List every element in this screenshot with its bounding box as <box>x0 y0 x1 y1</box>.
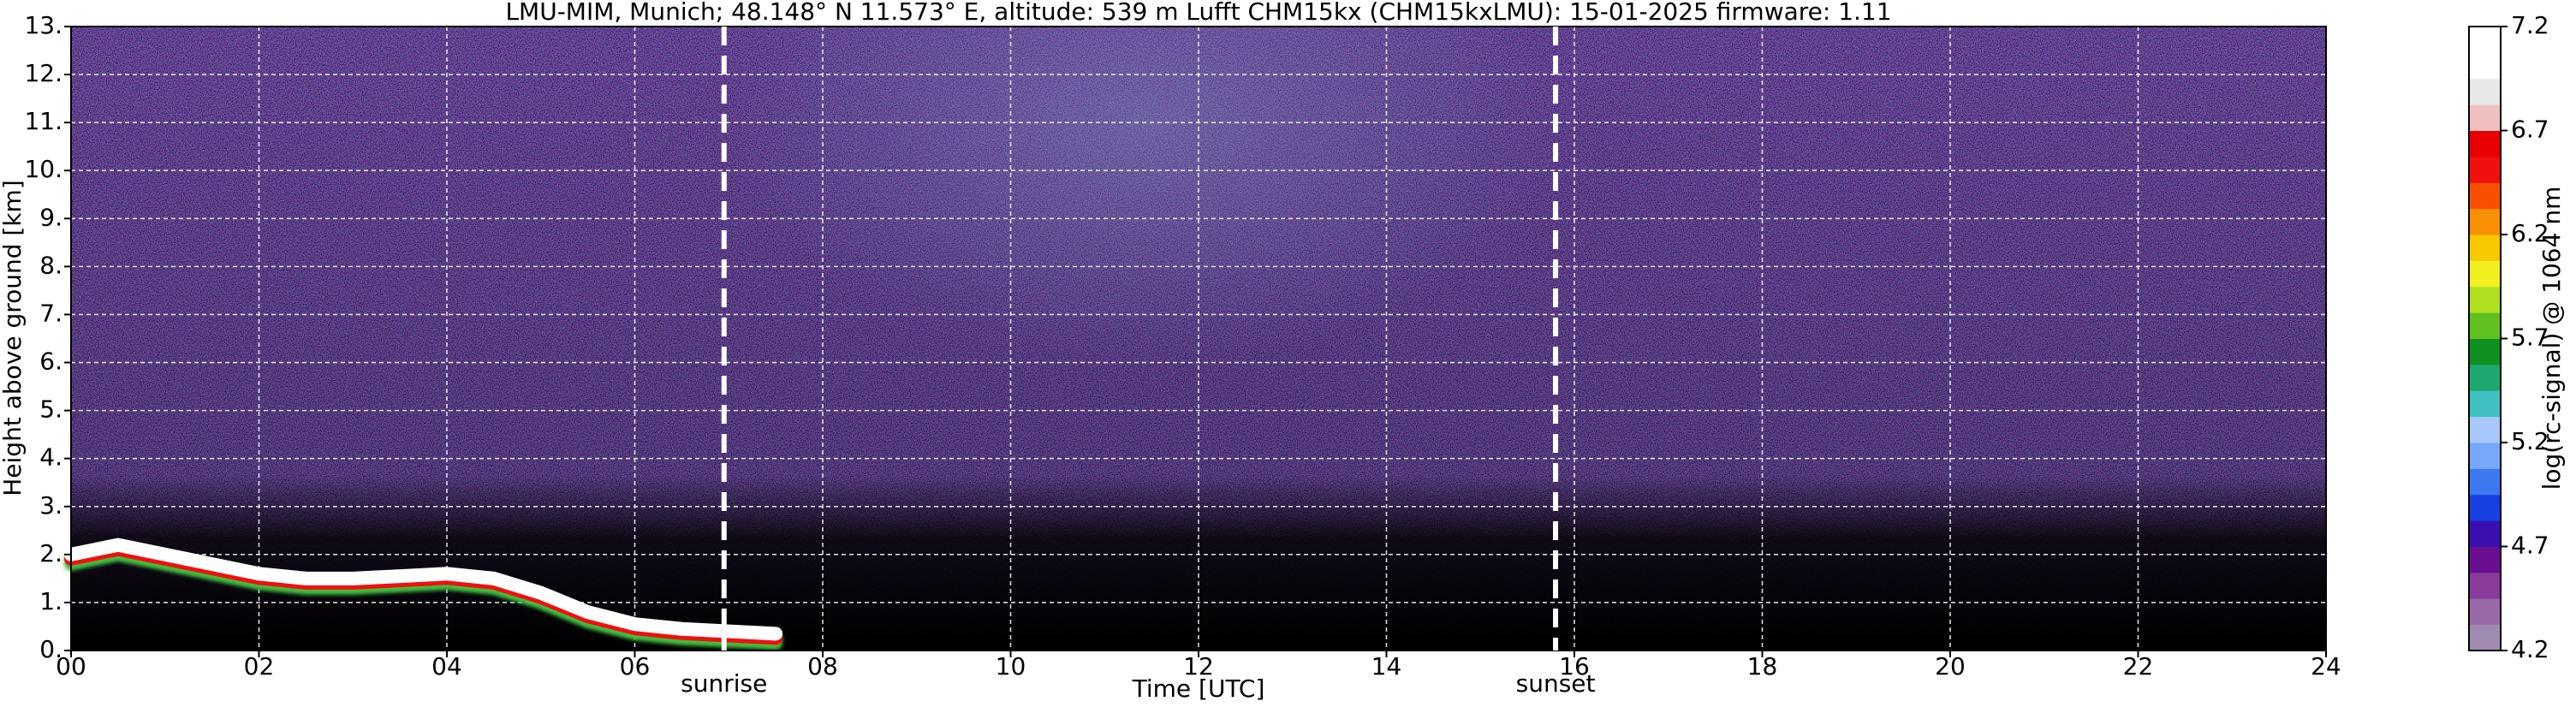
colorbar-segment <box>2469 390 2501 418</box>
colorbar-tick-label: 5.2 <box>2511 427 2549 455</box>
colorbar-segment <box>2469 624 2501 651</box>
y-tick-label: 10. <box>24 155 62 183</box>
x-tick-label: 20 <box>1935 652 1966 680</box>
colorbar-segment <box>2469 416 2501 443</box>
colorbar-segment <box>2469 338 2501 365</box>
x-tick-label: 22 <box>2123 652 2154 680</box>
colorbar-segment <box>2469 468 2501 496</box>
colorbar-segment <box>2469 598 2501 626</box>
colorbar-tick-label: 6.2 <box>2511 219 2549 247</box>
colorbar-segment <box>2469 235 2501 261</box>
x-tick-label: 02 <box>244 652 275 680</box>
x-tick-label: 08 <box>807 652 838 680</box>
colorbar-segment <box>2469 364 2501 391</box>
y-tick-label: 4. <box>39 443 62 472</box>
colorbar-segment <box>2469 52 2501 80</box>
x-axis-label: Time [UTC] <box>1132 674 1265 703</box>
x-tick-label: 00 <box>56 652 86 680</box>
colorbar-segment <box>2469 78 2501 105</box>
colorbar-segment <box>2469 130 2501 157</box>
colorbar-segment <box>2469 156 2501 183</box>
colorbar-segment <box>2469 27 2501 53</box>
colorbar-segment <box>2469 520 2501 547</box>
y-tick-label: 0. <box>39 635 62 663</box>
colorbar-segment <box>2469 260 2501 288</box>
y-tick-label: 6. <box>39 348 62 376</box>
colorbar-segment <box>2469 182 2501 210</box>
chart-title: LMU-MIM, Munich; 48.148° N 11.573° E, al… <box>505 0 1891 26</box>
y-tick-label: 7. <box>39 299 62 327</box>
colorbar-segment <box>2469 494 2501 521</box>
annotation-label: sunrise <box>681 669 767 698</box>
colorbar-segment <box>2469 286 2501 313</box>
y-axis-label: Height above ground [km] <box>0 180 27 496</box>
layer-line <box>64 538 783 641</box>
colorbar-segment <box>2469 443 2501 469</box>
colorbar-tick-label: 4.7 <box>2511 532 2549 560</box>
colorbar-segment <box>2469 572 2501 599</box>
colorbar-segment <box>2469 104 2501 131</box>
y-tick-label: 2. <box>39 539 62 567</box>
annotation-label: sunset <box>1516 669 1596 698</box>
x-tick-label: 12 <box>1183 652 1214 680</box>
colorbar-tick-label: 6.7 <box>2511 116 2549 144</box>
y-tick-label: 12. <box>24 59 62 87</box>
x-tick-label: 10 <box>996 652 1026 680</box>
colorbar-segment <box>2469 208 2501 235</box>
y-tick-label: 13. <box>24 11 62 39</box>
y-tick-label: 1. <box>39 587 62 615</box>
colorbar-label: log(rc-signal) @ 1064 nm <box>2537 187 2566 490</box>
x-tick-label: 06 <box>620 652 651 680</box>
y-tick-label: 5. <box>39 395 62 424</box>
colorbar-tick-label: 5.7 <box>2511 324 2549 352</box>
colorbar-segment <box>2469 312 2501 339</box>
x-tick-label: 04 <box>431 652 462 680</box>
colorbar-tick-label: 4.2 <box>2511 635 2549 663</box>
y-tick-label: 11. <box>24 107 62 135</box>
x-tick-label: 14 <box>1371 652 1402 680</box>
y-tick-label: 3. <box>39 491 62 520</box>
colorbar-segment <box>2469 546 2501 573</box>
y-tick-label: 9. <box>39 203 62 231</box>
colorbar-tick-label: 7.2 <box>2511 11 2549 39</box>
y-tick-label: 8. <box>39 251 62 279</box>
x-tick-label: 16 <box>1559 652 1590 680</box>
x-tick-label: 18 <box>1747 652 1778 680</box>
x-tick-label: 24 <box>2311 652 2341 680</box>
